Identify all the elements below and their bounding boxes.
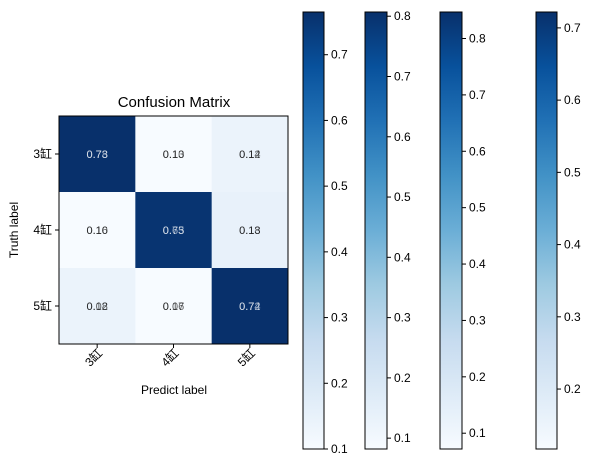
colorbar-gradient (535, 11, 558, 450)
colorbar-tick-label: 0.2 (564, 382, 581, 396)
colorbar-tick-label: 0.4 (469, 257, 486, 271)
colorbar-tick-label: 0.3 (394, 311, 411, 325)
x-tick-label: 4缸 (158, 346, 182, 370)
colorbar-tick-label: 0.6 (469, 144, 486, 158)
cell-value-label: 0.18 (239, 225, 260, 237)
colorbar-tick-label: 0.3 (331, 311, 348, 325)
heatmap-cell (211, 268, 289, 345)
colorbar-tick-label: 0.5 (564, 165, 581, 179)
cell-value-label: 0.16 (163, 301, 184, 313)
colorbar-tick-label: 0.7 (469, 88, 486, 102)
heatmap-cell-labels: 0.730.78 0.130.10 0.140.120.160.10 0.650.73… (86, 149, 260, 313)
colorbar-tick-label: 0.6 (394, 130, 411, 144)
heatmap-cell (135, 116, 213, 193)
y-tick-label: 3缸 (33, 146, 52, 161)
colorbar-tick-label: 0.3 (564, 310, 581, 324)
colorbar: 0.1 0.2 0.3 0.4 0.5 0.6 0.7 0.8 (439, 11, 486, 450)
colorbar-gradient (302, 11, 325, 450)
y-axis-label: Truth label (7, 202, 21, 258)
heatmap-cell (135, 268, 213, 345)
colorbars: 0.10.20.30.40.50.60.70.10.20.30.40.50.60… (302, 9, 581, 456)
y-axis: 3缸 4缸 5缸 (33, 146, 59, 313)
colorbar-tick-label: 0.7 (331, 48, 348, 62)
colorbar-tick-label: 0.5 (331, 179, 348, 193)
colorbar-gradient (439, 11, 463, 450)
colorbar-tick-label: 0.4 (331, 245, 348, 259)
cell-value-label: 0.10 (86, 225, 107, 237)
heatmap-cell (59, 268, 136, 345)
colorbar-tick-label: 0.3 (469, 313, 486, 327)
colorbar-tick-label: 0.4 (564, 238, 581, 252)
colorbar-tick-label: 0.1 (331, 442, 348, 456)
colorbar-tick-label: 0.2 (394, 371, 411, 385)
cell-value-label: 0.73 (163, 225, 184, 237)
cell-value-label: 0.07 (163, 301, 184, 313)
cell-value-label: 0.13 (163, 149, 184, 161)
cell-value-label: 0.10 (163, 149, 184, 161)
y-tick-label: 4缸 (33, 222, 52, 237)
colorbar: 0.1 0.2 0.3 0.4 0.5 0.6 0.7 0.8 (364, 9, 411, 450)
x-tick-label: 5缸 (234, 346, 258, 370)
cell-value-label: 0.78 (86, 149, 107, 161)
colorbar-tick-label: 0.1 (394, 431, 411, 445)
colorbar-tick-label: 0.6 (564, 93, 581, 107)
cell-value-label: 0.13 (239, 225, 260, 237)
cell-value-label: 0.12 (86, 301, 107, 313)
colorbar-gradient (364, 11, 388, 450)
heatmap-cell (59, 116, 136, 193)
colorbar-tick-label: 0.2 (331, 376, 348, 390)
heatmap-cells (59, 116, 289, 345)
x-axis: 3缸 4缸 5缸 (81, 344, 258, 370)
cell-value-label: 0.14 (239, 149, 260, 161)
heatmap-cell (59, 192, 136, 269)
heatmap-cell (211, 192, 289, 269)
cell-value-label: 0.74 (239, 301, 260, 313)
colorbar-tick-label: 0.6 (331, 113, 348, 127)
heatmap-cell (135, 192, 213, 269)
cell-value-label: 0.16 (86, 225, 107, 237)
cell-value-label: 0.72 (239, 301, 260, 313)
colorbar-tick-label: 0.5 (394, 190, 411, 204)
cell-value-label: 0.12 (239, 149, 260, 161)
heatmap-cell (211, 116, 289, 193)
x-tick-label: 3缸 (81, 346, 105, 370)
colorbar-tick-label: 0.7 (564, 21, 581, 35)
cell-value-label: 0.08 (86, 301, 107, 313)
chart-title: Confusion Matrix (118, 94, 231, 111)
colorbar: 0.1 0.2 0.3 0.4 0.5 0.6 0.7 (302, 11, 348, 456)
colorbar-tick-label: 0.5 (469, 201, 486, 215)
colorbar: 0.2 0.3 0.4 0.5 0.6 0.7 (535, 11, 581, 450)
colorbar-tick-label: 0.1 (469, 426, 486, 440)
colorbar-tick-label: 0.2 (469, 370, 486, 384)
colorbar-tick-label: 0.8 (394, 9, 411, 23)
cell-value-label: 0.73 (86, 149, 107, 161)
x-axis-label: Predict label (141, 383, 207, 397)
y-tick-label: 5缸 (33, 298, 52, 313)
cell-value-label: 0.65 (163, 225, 184, 237)
colorbar-tick-label: 0.7 (394, 69, 411, 83)
colorbar-tick-label: 0.8 (469, 32, 486, 46)
colorbar-tick-label: 0.4 (394, 250, 411, 264)
